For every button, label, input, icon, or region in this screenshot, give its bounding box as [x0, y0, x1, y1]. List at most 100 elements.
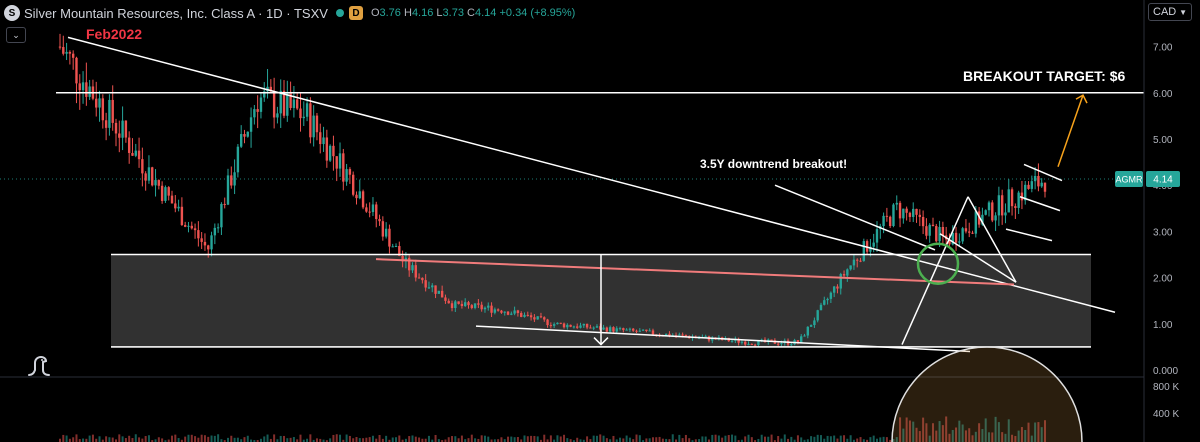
candle-body [585, 323, 589, 328]
volume-bar [441, 440, 444, 442]
volume-bar [414, 436, 417, 442]
candle-body [226, 175, 230, 205]
volume-bar [810, 436, 813, 442]
volume-bar [108, 437, 111, 442]
collapse-legend-button[interactable]: ⌄ [6, 27, 26, 43]
volume-bar [579, 439, 582, 442]
chevron-down-icon: ▼ [1179, 7, 1187, 17]
volume-bar [362, 438, 365, 442]
candle-body [302, 116, 305, 119]
volume-bar [138, 437, 141, 442]
data-badge-icon[interactable]: D [348, 6, 363, 20]
volume-bar [319, 438, 322, 442]
volume-bar [1037, 422, 1040, 442]
volume-bar [823, 438, 826, 442]
candle-body [180, 206, 184, 226]
candle-body [796, 340, 800, 343]
volume-bar [698, 439, 701, 442]
candle-body [951, 232, 954, 245]
candle-body [898, 202, 902, 219]
volume-highlight-circle [891, 346, 1083, 442]
candle-body [282, 90, 286, 116]
candle-body [401, 255, 404, 262]
candle-body [556, 322, 559, 325]
volume-bar [918, 431, 921, 442]
volume-bar [704, 436, 707, 442]
volume-bar [941, 425, 944, 442]
candle-body [279, 90, 282, 114]
candle-body [108, 99, 111, 128]
volume-bar [882, 436, 885, 442]
support-wedge-line [475, 325, 971, 353]
candle-body [249, 117, 253, 132]
candle-body [411, 265, 414, 271]
volume-bar [964, 430, 967, 442]
volume-bar [658, 436, 661, 442]
candle-body [154, 180, 157, 186]
downtrend-line [67, 36, 1116, 313]
volume-bar [938, 421, 941, 442]
currency-selector[interactable]: CAD ▼ [1148, 3, 1192, 21]
volume-bars [59, 416, 1046, 442]
volume-bar [121, 436, 124, 442]
last-price-ticker: AGMR [1116, 175, 1144, 185]
volume-bar [925, 423, 928, 442]
volume-bar [981, 429, 984, 442]
candle-body [111, 99, 114, 123]
volume-bar [332, 434, 335, 442]
volume-bar [615, 439, 618, 442]
candle-body [533, 317, 536, 320]
volume-bar [246, 435, 249, 442]
candle-body [803, 335, 806, 337]
candle-body [622, 328, 625, 331]
volume-bar [879, 437, 882, 442]
candle-body [394, 246, 398, 248]
volume-bar [675, 439, 678, 442]
candle-body [233, 172, 236, 186]
volume-bar [836, 438, 839, 442]
volume-bar [460, 435, 463, 442]
volume-bar [1007, 419, 1010, 442]
volume-bar [599, 434, 602, 442]
candle-body [407, 257, 411, 271]
candle-body [447, 300, 450, 304]
volume-bar [424, 438, 427, 442]
candle-body [892, 204, 895, 227]
candle-body [348, 169, 352, 175]
volume-bar [490, 439, 493, 442]
volume-bar [862, 439, 865, 442]
volume-bar [408, 436, 411, 442]
volume-bar [368, 437, 371, 442]
volume-bar [187, 434, 190, 442]
candle-body [236, 146, 240, 173]
candle-body [918, 214, 922, 217]
candle-body [915, 208, 918, 215]
candle-body [85, 82, 88, 97]
candle-body [177, 206, 180, 209]
volume-bar [931, 423, 934, 442]
candle-body [253, 109, 256, 118]
volume-bar [78, 439, 81, 442]
candle-body [780, 343, 783, 345]
candle-body [641, 329, 645, 331]
candle-body [819, 304, 823, 311]
candle-body [417, 277, 421, 279]
volume-bar [292, 437, 295, 442]
volume-bar [678, 434, 681, 442]
volume-bar [978, 423, 981, 442]
candle-body [516, 310, 520, 314]
candle-body [464, 302, 467, 307]
candle-body [470, 305, 473, 308]
symbol-title[interactable]: Silver Mountain Resources, Inc. Class A … [24, 5, 328, 21]
volume-bar [276, 439, 279, 442]
volume-bar [454, 436, 457, 442]
volume-bar [431, 439, 434, 442]
candle-body [730, 340, 734, 342]
candle-body [905, 208, 908, 213]
volume-bar [642, 440, 645, 442]
candle-body [829, 292, 833, 299]
volume-bar [760, 434, 763, 442]
volume-bar [997, 422, 1000, 442]
